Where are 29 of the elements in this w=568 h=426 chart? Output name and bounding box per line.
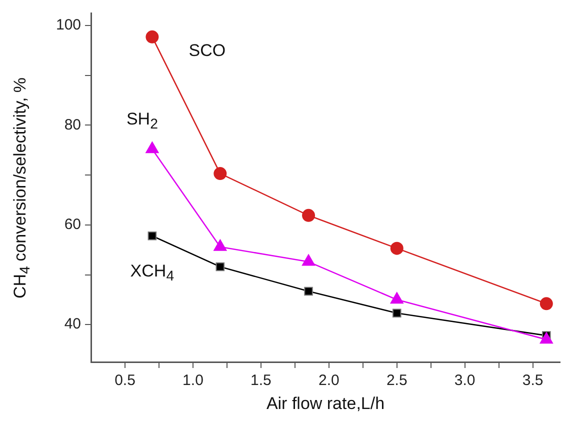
x-tick-label: 2.0	[318, 372, 340, 390]
point	[214, 239, 227, 251]
point	[540, 297, 553, 310]
point	[146, 142, 159, 154]
point	[146, 30, 159, 44]
point	[302, 208, 316, 222]
y-tick-label: 100	[56, 16, 82, 34]
point	[302, 254, 316, 266]
x-axis-title: Air flow rate,L/h	[266, 394, 385, 414]
x-tick-label: 2.5	[386, 372, 408, 390]
series-label: XCH$_{4}$	[130, 261, 174, 285]
point	[214, 167, 227, 180]
point	[304, 286, 313, 296]
x-tick-label: 1.5	[250, 372, 272, 390]
y-tick-label: 80	[64, 116, 82, 134]
series-label: SH$_{2}$	[126, 109, 158, 133]
point	[540, 332, 553, 344]
x-tick-label: 3.0	[454, 372, 476, 390]
point	[216, 262, 225, 272]
x-tick-label: 0.5	[114, 372, 136, 390]
x-tick-label: 1.0	[182, 372, 204, 390]
y-tick-label: 60	[64, 216, 82, 234]
point	[392, 308, 402, 318]
y-tick-label: 40	[64, 316, 82, 333]
x-tick-label: 3.5	[522, 372, 544, 390]
point	[390, 242, 404, 255]
point	[390, 292, 404, 304]
point	[148, 231, 157, 240]
series-label: SCO	[188, 40, 226, 61]
